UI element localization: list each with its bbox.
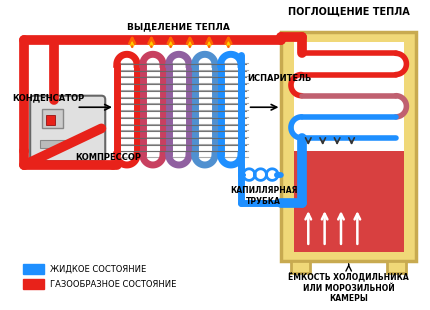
Bar [46, 115, 55, 125]
Text: КОНДЕНСАТОР: КОНДЕНСАТОР [12, 93, 84, 102]
Bar [40, 140, 67, 148]
Text: ИСПАРИТЕЛЬ: ИСПАРИТЕЛЬ [248, 74, 312, 83]
FancyBboxPatch shape [294, 42, 403, 151]
FancyBboxPatch shape [294, 42, 403, 252]
Text: ВЫДЕЛЕНИЕ ТЕПЛА: ВЫДЕЛЕНИЕ ТЕПЛА [127, 23, 230, 32]
FancyBboxPatch shape [281, 32, 416, 261]
Bar [42, 109, 63, 128]
FancyBboxPatch shape [291, 261, 310, 273]
Text: ЁМКОСТЬ ХОЛОДИЛЬНИКА
ИЛИ МОРОЗИЛЬНОЙ
КАМЕРЫ: ЁМКОСТЬ ХОЛОДИЛЬНИКА ИЛИ МОРОЗИЛЬНОЙ КАМ… [288, 273, 409, 303]
Text: КОМПРЕССОР: КОМПРЕССОР [75, 153, 141, 162]
Text: ПОГЛОЩЕНИЕ ТЕПЛА: ПОГЛОЩЕНИЕ ТЕПЛА [288, 6, 409, 16]
Legend: ЖИДКОЕ СОСТОЯНИЕ, ГАЗООБРАЗНОЕ СОСТОЯНИЕ: ЖИДКОЕ СОСТОЯНИЕ, ГАЗООБРАЗНОЕ СОСТОЯНИЕ [19, 260, 180, 293]
Text: КАПИЛЛЯРНАЯ
ТРУБКА: КАПИЛЛЯРНАЯ ТРУБКА [230, 186, 297, 206]
FancyBboxPatch shape [387, 261, 406, 273]
FancyBboxPatch shape [30, 96, 105, 161]
